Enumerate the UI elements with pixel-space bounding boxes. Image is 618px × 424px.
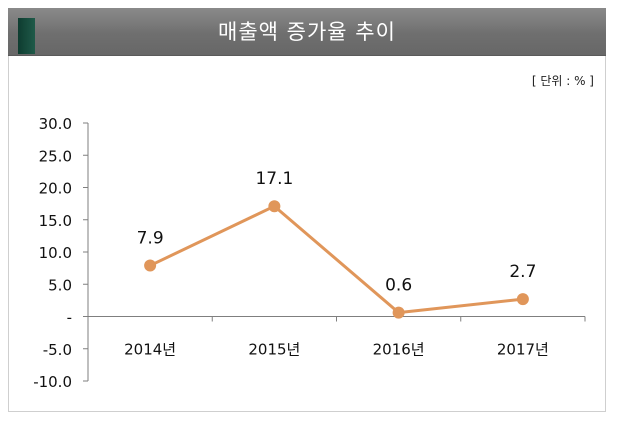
data-point [268, 200, 281, 213]
data-point [392, 306, 405, 319]
y-tick-label: 10.0 [39, 244, 72, 262]
data-label: 17.1 [255, 169, 293, 189]
y-tick-label: -10.0 [33, 373, 72, 391]
title-accent-block [18, 18, 35, 54]
x-tick-label: 2017년 [497, 341, 549, 359]
data-label: 7.9 [137, 229, 164, 249]
unit-label: [ 단위 : % ] [531, 74, 594, 88]
y-tick-label: 30.0 [39, 115, 72, 133]
series-line [149, 204, 524, 315]
data-point [144, 259, 157, 272]
y-tick-label: - [67, 309, 72, 327]
x-tick-label: 2014년 [124, 341, 176, 359]
chart-frame [8, 8, 606, 412]
chart-title: 매출액 증가율 추이 [218, 20, 396, 44]
y-tick-label: 15.0 [39, 212, 72, 230]
data-point [516, 293, 529, 306]
data-label: 0.6 [385, 276, 412, 296]
title-bar: 매출액 증가율 추이 [8, 8, 606, 56]
y-tick-label: 20.0 [39, 180, 72, 198]
x-tick-label: 2015년 [248, 341, 300, 359]
y-tick-label: 5.0 [48, 276, 72, 294]
y-tick-label: 25.0 [39, 147, 72, 165]
x-tick-label: 2016년 [373, 341, 425, 359]
y-tick-label: -5.0 [43, 341, 72, 359]
data-label: 2.7 [509, 262, 536, 282]
